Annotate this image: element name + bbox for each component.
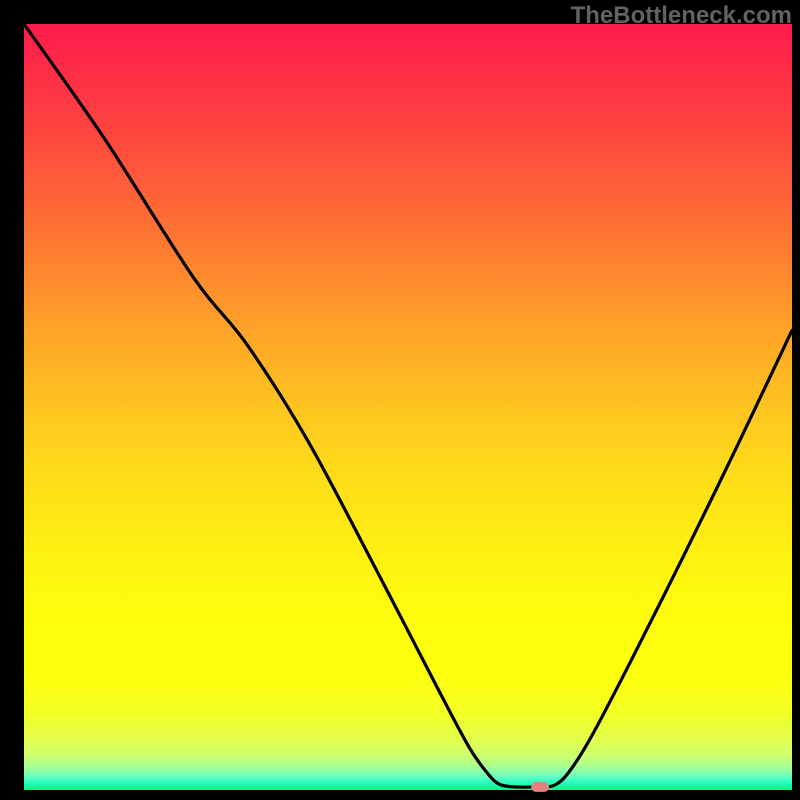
watermark-text: TheBottleneck.com	[571, 2, 792, 30]
plot-area	[24, 24, 792, 790]
chart-container: TheBottleneck.com	[0, 0, 800, 800]
